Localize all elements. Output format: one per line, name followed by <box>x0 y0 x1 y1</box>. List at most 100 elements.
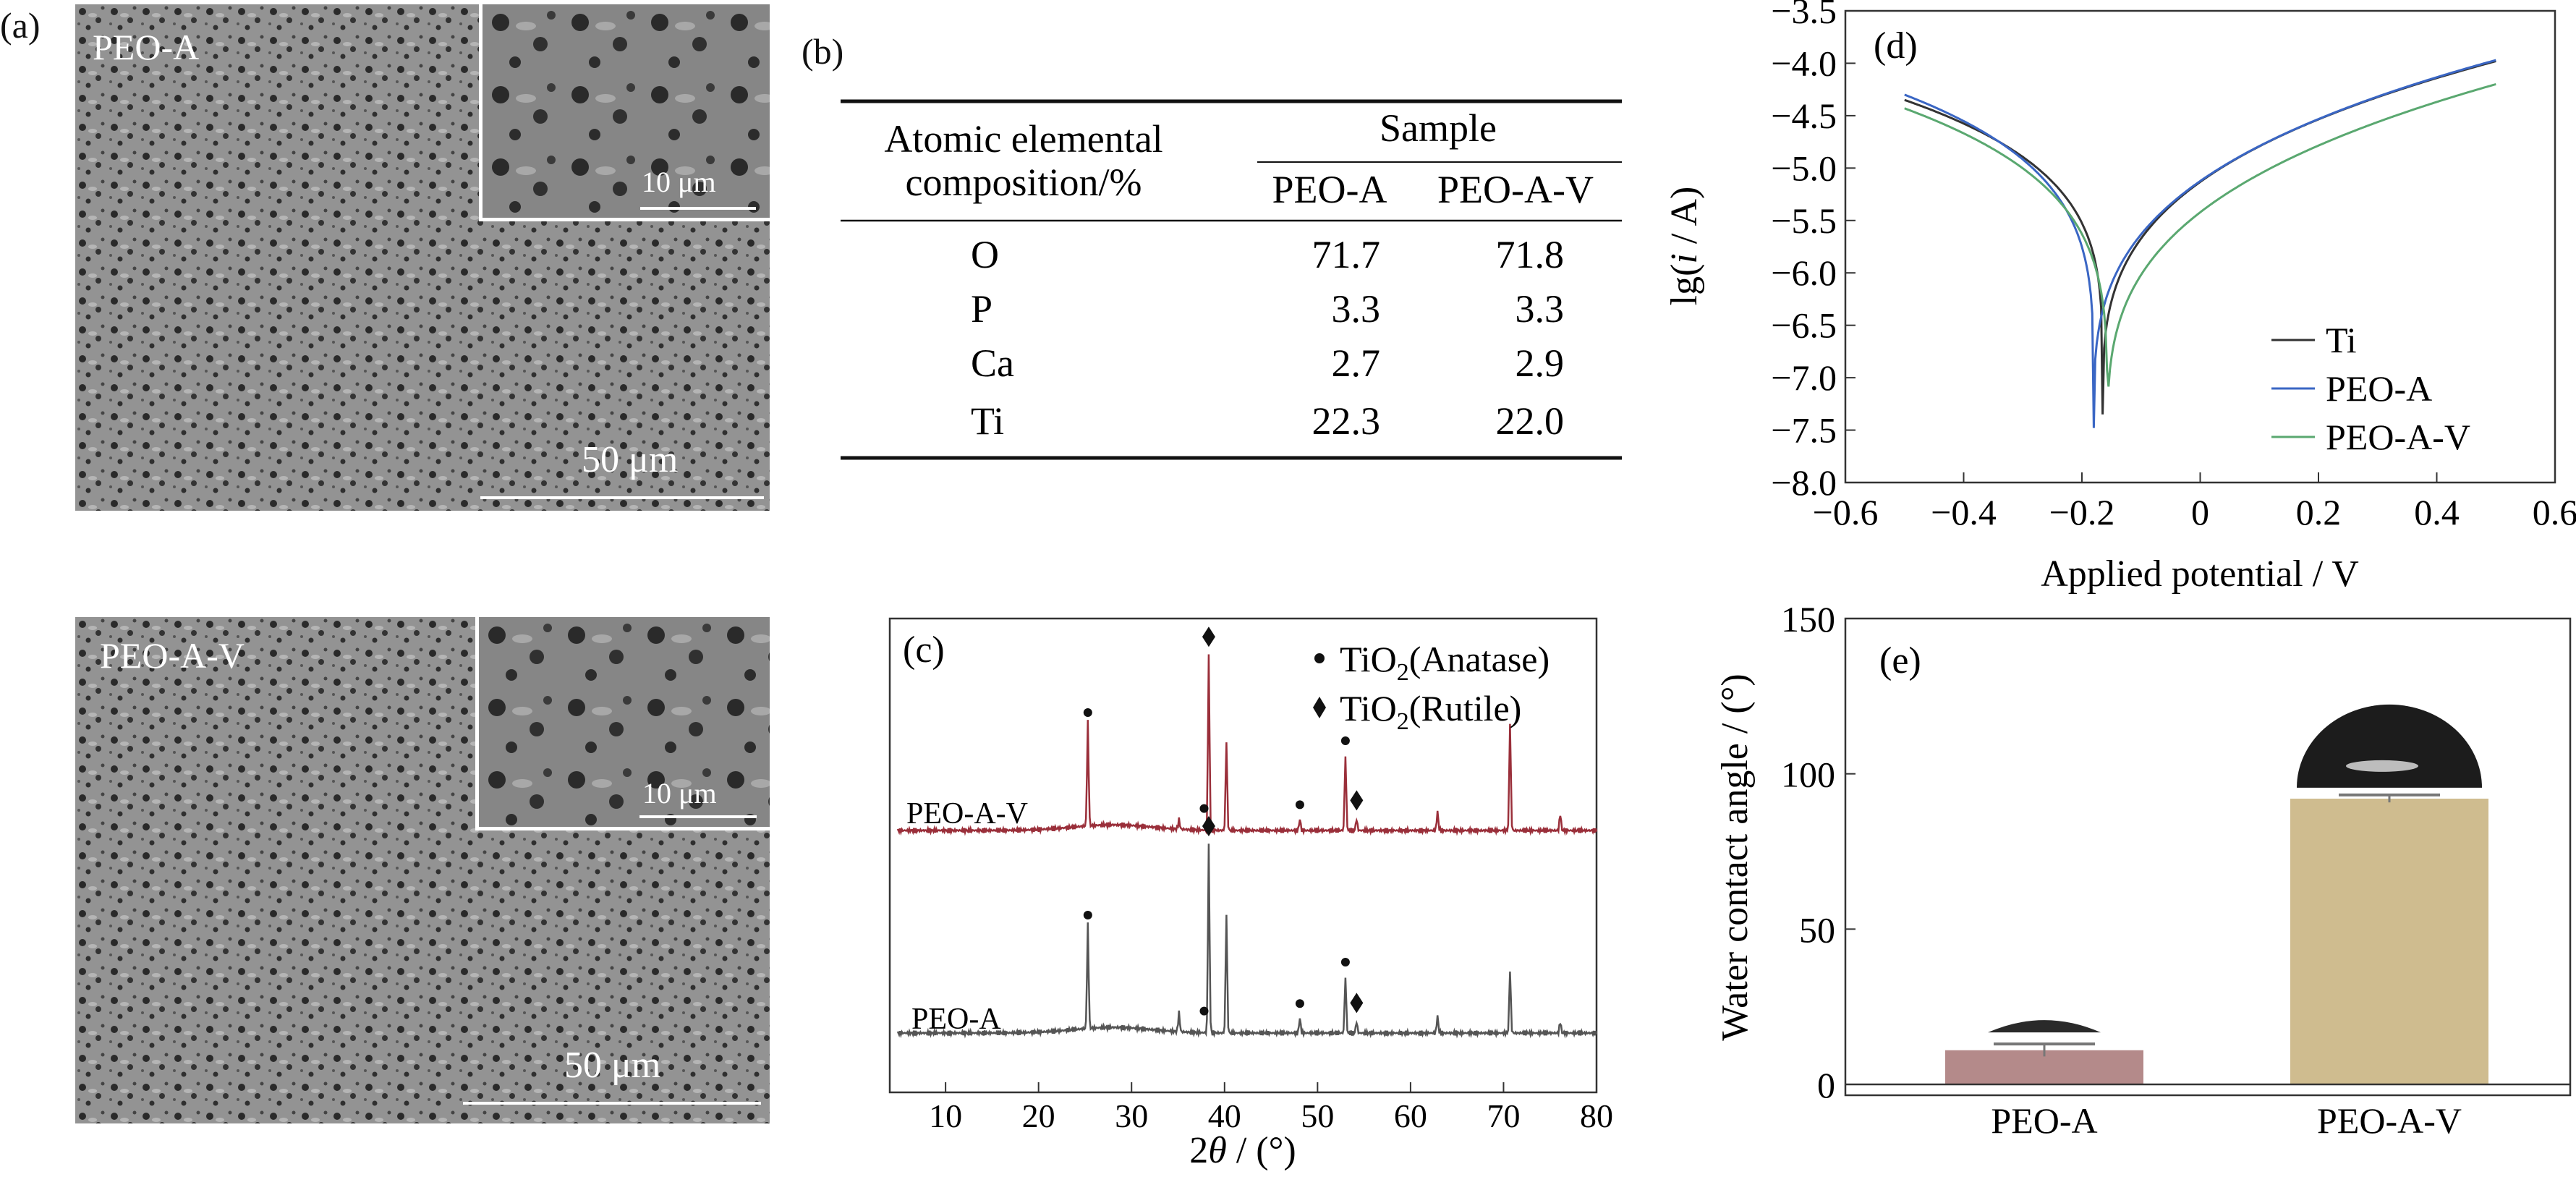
table-cell-element: P <box>971 287 992 331</box>
panel-label-a: (a) <box>0 5 41 46</box>
table-cell: 71.8 <box>1496 233 1565 276</box>
anatase-marker <box>1340 736 1350 745</box>
inset-scale-label: 10 μm <box>642 777 717 810</box>
anatase-marker <box>1199 1006 1209 1016</box>
anatase-marker <box>1199 804 1209 813</box>
table-cell: 22.0 <box>1496 399 1565 443</box>
droplet-image <box>1988 1020 2101 1033</box>
x-axis-label: 2θ / (°) <box>1189 1130 1296 1171</box>
x-tick-label: 0.2 <box>2296 492 2342 532</box>
bar <box>2290 799 2488 1084</box>
legend-anatase-marker <box>1314 653 1325 663</box>
composition-table: Atomic elemental composition/% Sample PE… <box>841 99 1622 460</box>
legend-rutile-label: TiO2(Rutile) <box>1340 688 1521 735</box>
panel-label-c: (c) <box>903 629 945 671</box>
series-label-peo-a-v: PEO-A-V <box>906 797 1028 830</box>
x-tick-label: 20 <box>1022 1097 1055 1134</box>
y-tick-label: −7.0 <box>1771 357 1837 398</box>
x-tick-label: −0.2 <box>2049 492 2115 532</box>
y-tick-label: −4.5 <box>1771 95 1837 136</box>
rutile-marker <box>1350 993 1364 1014</box>
y-tick-label: −3.5 <box>1771 0 1837 31</box>
y-tick-label: 50 <box>1799 909 1835 950</box>
inset-scale-bar <box>639 815 757 818</box>
x-tick-label: 40 <box>1208 1097 1241 1134</box>
x-tick-label: 50 <box>1301 1097 1334 1134</box>
polarization-curve <box>1904 82 2496 387</box>
rutile-marker <box>1202 816 1215 836</box>
y-tick-label: −7.5 <box>1771 410 1837 451</box>
scale-label: 50 μm <box>582 439 679 480</box>
contact-angle-chart: (e) 0 50 100 150 PEO-A PEO-A-V Water contact… <box>1714 608 2572 1141</box>
legend-label: PEO-A <box>2326 368 2432 409</box>
x-tick-label: 70 <box>1487 1097 1520 1134</box>
panel-label-e: (e) <box>1879 640 1921 681</box>
x-axis-label: Applied potential / V <box>2041 553 2359 595</box>
polarization-curve <box>1904 60 2496 415</box>
droplet-image <box>2297 704 2482 788</box>
y-tick-label: −5.0 <box>1771 148 1837 188</box>
scale-bar <box>480 496 764 499</box>
sem-image-peo-a: 10 μm PEO-A 50 μm <box>75 4 770 511</box>
sem-inset-peo-a-v: 10 μm <box>475 617 770 830</box>
y-tick-label: 100 <box>1781 755 1835 795</box>
table-cell-element: Ca <box>971 341 1014 385</box>
table-cell: 71.7 <box>1312 233 1381 276</box>
x-tick-label: 0.6 <box>2533 492 2576 532</box>
table-group-header: Sample <box>1380 106 1497 150</box>
table-col-header: PEO-A <box>1272 168 1387 211</box>
x-category-label: PEO-A <box>1991 1100 2097 1141</box>
y-axis-label: Water contact angle / (°) <box>1714 674 1756 1040</box>
x-tick-label: 80 <box>1580 1097 1613 1134</box>
panel-label-b: (b) <box>802 31 844 72</box>
y-tick-label: −5.5 <box>1771 200 1837 241</box>
x-tick-label: 0 <box>2191 492 2209 532</box>
xrd-series-line <box>896 844 1598 1039</box>
inset-scale-label: 10 μm <box>642 166 716 198</box>
y-tick-label: −8.0 <box>1771 462 1837 503</box>
series-label-peo-a: PEO-A <box>911 1003 1001 1036</box>
table-cell-element: O <box>971 233 999 276</box>
anatase-marker <box>1295 800 1304 810</box>
table-cell: 22.3 <box>1312 399 1381 443</box>
table-cell: 2.9 <box>1516 341 1565 385</box>
droplet-highlight <box>2346 760 2418 772</box>
table-row-header-line2: composition/% <box>906 161 1142 204</box>
x-tick-label: 30 <box>1115 1097 1148 1134</box>
legend-anatase-label: TiO2(Anatase) <box>1340 639 1550 686</box>
anatase-marker <box>1083 708 1092 717</box>
x-tick-label: 60 <box>1394 1097 1427 1134</box>
x-tick-label: 10 <box>929 1097 962 1134</box>
table-cell-element: Ti <box>971 399 1004 443</box>
table-cell: 2.7 <box>1332 341 1381 385</box>
y-axis-label: lg(i / A) <box>1664 187 1705 306</box>
table-cell: 3.3 <box>1332 287 1381 331</box>
polarization-curve <box>1904 59 2496 428</box>
legend-rutile-marker <box>1313 697 1326 718</box>
anatase-marker <box>1083 911 1092 919</box>
y-tick-label: −6.0 <box>1771 252 1837 293</box>
rutile-marker <box>1350 790 1364 811</box>
table-col-header: PEO-A-V <box>1437 168 1594 211</box>
panel-label-d: (d) <box>1874 25 1918 67</box>
sem-image-peo-a-v: 10 μm PEO-A-V 50 μm <box>75 617 770 1123</box>
sem-title-peo-a-v: PEO-A-V <box>100 635 245 676</box>
legend-label: Ti <box>2326 320 2357 360</box>
x-category-label: PEO-A-V <box>2317 1100 2462 1141</box>
rutile-marker <box>1202 626 1215 647</box>
sem-title-peo-a: PEO-A <box>93 27 200 67</box>
y-tick-label: −6.5 <box>1771 305 1837 346</box>
scale-bar <box>463 1102 761 1105</box>
y-tick-label: 150 <box>1781 608 1835 640</box>
x-tick-label: 0.4 <box>2414 492 2460 532</box>
inset-scale-bar <box>640 207 756 210</box>
scale-label: 50 μm <box>564 1045 661 1086</box>
polarization-chart: (d) −0.6 −0.4 −0.2 0 0.2 0.4 0.6 −3.5 −4.0 −4.5 −5… <box>1664 0 2576 595</box>
anatase-marker <box>1295 999 1304 1008</box>
sem-inset-peo-a: 10 μm <box>479 4 770 221</box>
legend-label: PEO-A-V <box>2326 417 2470 457</box>
xrd-series-line <box>896 654 1598 836</box>
y-tick-label: −4.0 <box>1771 43 1837 83</box>
y-tick-label: 0 <box>1817 1065 1835 1105</box>
x-tick-label: −0.6 <box>1813 492 1879 532</box>
